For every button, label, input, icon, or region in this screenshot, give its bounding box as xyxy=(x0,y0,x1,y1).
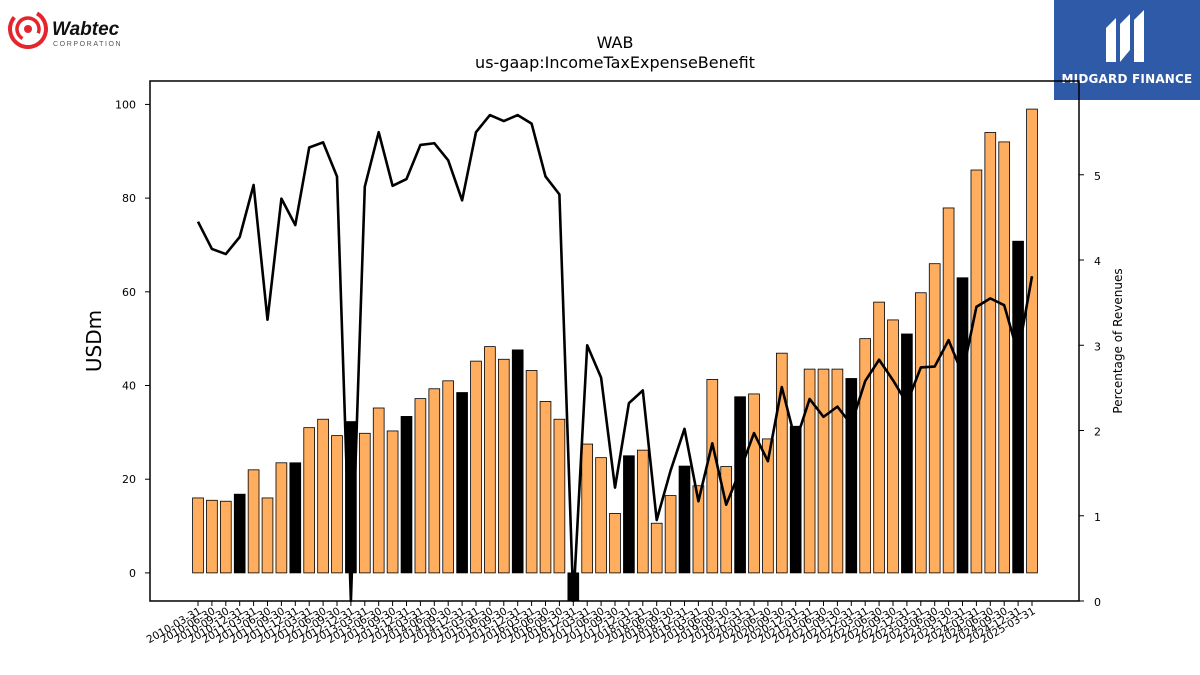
bar-2014-03-31 xyxy=(414,398,427,574)
x-axis: 2010-03-312010-06-302010-09-302010-12-31… xyxy=(145,601,1038,646)
bar-2014-06-30 xyxy=(428,388,441,574)
bar-2024-12-31 xyxy=(1012,240,1024,574)
bar-2017-12-31 xyxy=(623,455,635,574)
y2-axis-label: Percentage of Revenues xyxy=(1111,268,1125,413)
bar-2024-09-30 xyxy=(998,141,1011,574)
company-logo-sub: CORPORATION xyxy=(53,41,122,48)
bar-2021-06-30 xyxy=(817,368,830,574)
bar-2015-03-31 xyxy=(470,360,482,574)
chart-title: WAB xyxy=(597,33,634,52)
bar-2012-06-30 xyxy=(317,418,329,574)
y-axis-left: 0 20 40 60 80 100 xyxy=(115,98,150,580)
bar-2020-06-30 xyxy=(762,438,774,574)
y2-tick-label: 1 xyxy=(1094,511,1101,524)
bar-2022-12-31 xyxy=(901,333,913,574)
bar-2019-09-30 xyxy=(720,466,733,574)
bar-2021-12-31 xyxy=(845,378,858,574)
bar-2015-12-31 xyxy=(511,349,524,574)
publisher-logo-name: MIDGARD FINANCE xyxy=(1061,72,1193,86)
bar-2011-06-30 xyxy=(261,497,274,574)
line-layer xyxy=(196,113,1034,603)
y-tick-label: 60 xyxy=(122,286,136,299)
bar-2023-06-30 xyxy=(928,263,941,574)
y2-tick-label: 3 xyxy=(1094,340,1101,353)
y-tick-label: 80 xyxy=(122,192,136,205)
bar-2011-12-31 xyxy=(289,462,302,574)
bar-2010-03-31 xyxy=(192,497,204,574)
bar-2017-09-30 xyxy=(609,513,621,574)
y-axis-right: 0 1 2 3 4 5 xyxy=(1079,170,1101,609)
bar-2025-03-31 xyxy=(1026,108,1038,574)
bar-2023-03-31 xyxy=(914,292,927,574)
chart-subtitle: us-gaap:IncomeTaxExpenseBenefit xyxy=(475,53,755,72)
y-tick-label: 40 xyxy=(122,380,136,393)
bar-2024-06-30 xyxy=(984,132,997,574)
bar-2020-12-31 xyxy=(789,425,802,574)
bar-2022-09-30 xyxy=(887,319,899,574)
bar-2023-09-30 xyxy=(942,207,955,574)
y-tick-label: 0 xyxy=(129,567,136,580)
bar-2024-03-31 xyxy=(970,169,983,574)
bar-2018-09-30 xyxy=(664,495,677,574)
bar-2014-12-31 xyxy=(456,392,468,574)
company-logo-name: Wabtec xyxy=(52,19,120,40)
publisher-logo: MIDGARD FINANCE xyxy=(1054,0,1200,100)
bar-2016-09-30 xyxy=(553,418,566,574)
bar-2020-03-31 xyxy=(748,393,760,574)
bar-2015-06-30 xyxy=(484,346,496,574)
publisher-logo-mark xyxy=(1106,10,1144,62)
company-logo-mark: Wabtec CORPORATION xyxy=(8,9,122,49)
bar-2019-03-31 xyxy=(692,485,705,574)
bar-2012-09-30 xyxy=(331,435,343,574)
bar-2018-03-31 xyxy=(636,449,649,574)
y-axis-label: USDm xyxy=(82,310,106,372)
y-tick-label: 20 xyxy=(122,473,136,486)
bar-2010-06-30 xyxy=(206,499,218,574)
bar-2023-12-31 xyxy=(956,277,969,574)
bar-2017-06-30 xyxy=(595,457,607,574)
bar-2013-03-31 xyxy=(358,432,371,574)
y2-tick-label: 2 xyxy=(1094,426,1101,439)
bar-2020-09-30 xyxy=(775,352,788,574)
bar-2021-09-30 xyxy=(831,368,844,574)
bar-2015-09-30 xyxy=(497,358,510,574)
bar-2013-12-31 xyxy=(400,416,413,574)
percentage-line xyxy=(196,113,1034,603)
bar-2013-09-30 xyxy=(386,430,399,574)
bar-2022-03-31 xyxy=(859,338,872,574)
y2-tick-label: 0 xyxy=(1094,596,1101,609)
bar-2019-12-31 xyxy=(734,396,746,574)
bar-2018-06-30 xyxy=(650,522,663,574)
bar-2011-03-31 xyxy=(247,469,260,574)
bar-2011-09-30 xyxy=(275,462,288,574)
y-tick-label: 100 xyxy=(115,98,136,111)
bar-2022-06-30 xyxy=(873,301,885,574)
bar-2019-06-30 xyxy=(706,379,719,574)
y2-tick-label: 5 xyxy=(1094,170,1101,183)
bar-2016-06-30 xyxy=(539,401,552,574)
bar-2016-03-31 xyxy=(525,370,538,574)
bar-2017-03-31 xyxy=(581,443,594,574)
company-logo: Wabtec CORPORATION xyxy=(6,6,156,52)
bar-2010-09-30 xyxy=(219,500,232,574)
y2-tick-label: 4 xyxy=(1094,255,1101,268)
bar-2018-12-31 xyxy=(678,465,691,574)
bar-2012-03-31 xyxy=(303,427,316,574)
bar-2021-03-31 xyxy=(803,368,816,574)
bar-2014-09-30 xyxy=(442,380,455,574)
bar-2013-06-30 xyxy=(372,407,385,574)
bar-2010-12-31 xyxy=(233,493,246,574)
bars-layer xyxy=(192,108,1038,602)
